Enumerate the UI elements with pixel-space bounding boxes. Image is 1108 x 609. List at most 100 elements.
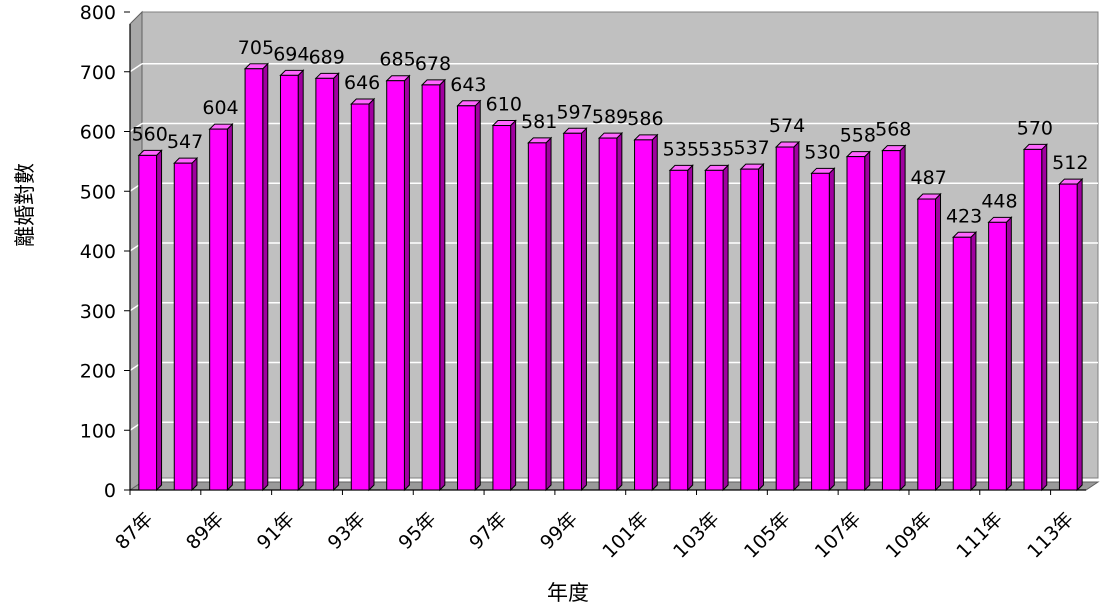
data-label: 570 — [1017, 117, 1053, 139]
data-label: 705 — [238, 37, 274, 59]
bar — [845, 150, 871, 492]
bar-front-face — [244, 68, 264, 491]
bar — [597, 131, 624, 492]
bar-side-face — [899, 144, 906, 492]
bar — [704, 164, 730, 492]
x-tick-label: 95年 — [394, 508, 440, 554]
bar-side-face — [793, 140, 800, 492]
bar-front-face — [775, 146, 795, 491]
data-label: 512 — [1052, 152, 1088, 174]
x-tick-label: 99年 — [536, 508, 582, 554]
bar-front-face — [740, 168, 759, 491]
bar — [527, 136, 553, 492]
bar-side-face — [1041, 143, 1048, 492]
bar-front-face — [492, 125, 512, 491]
data-label: 646 — [344, 72, 380, 94]
bar-front-face — [952, 236, 972, 491]
bar-side-face — [510, 119, 517, 492]
x-tick-label: 103年 — [669, 508, 724, 563]
bar — [774, 140, 801, 492]
bar-front-face — [527, 142, 547, 491]
bar-front-face — [634, 139, 653, 491]
data-label: 581 — [521, 111, 557, 133]
bar-front-face — [988, 221, 1007, 491]
bar — [314, 72, 340, 492]
x-tick-labels: 87年 89年 91年 93年 95年 97年 99年 101年 103年 105年 107年 109… — [111, 508, 1078, 563]
bar-side-face — [970, 231, 977, 492]
bar-front-face — [669, 169, 689, 491]
x-tick-label: 91年 — [253, 508, 299, 554]
x-tick-label: 111年 — [952, 508, 1007, 563]
x-tick-label: 113年 — [1023, 508, 1078, 563]
bar-front-face — [1058, 183, 1078, 491]
bar-side-face — [580, 127, 587, 492]
bar-side-face — [262, 62, 269, 492]
bar-side-face — [156, 149, 163, 492]
bar-front-face — [598, 137, 618, 491]
y-axis-title: 離婚對數 — [13, 163, 37, 247]
bar-side-face — [1076, 177, 1083, 492]
data-label: 535 — [663, 138, 699, 160]
bar-side-face — [651, 133, 658, 492]
bar-front-face — [138, 154, 158, 491]
bar-side-face — [1005, 216, 1012, 492]
bar-front-face — [386, 80, 405, 491]
bar-side-face — [757, 162, 764, 492]
x-tick-label: 101年 — [598, 508, 653, 563]
x-tick-label: 89年 — [182, 508, 228, 554]
bar-series — [137, 62, 1084, 492]
bar-front-face — [315, 77, 335, 491]
bar — [173, 156, 199, 492]
bar — [420, 78, 447, 492]
data-label: 574 — [769, 115, 805, 137]
x-tick-label: 105年 — [740, 508, 795, 563]
bar-front-face — [811, 172, 830, 491]
bar-side-face — [403, 74, 410, 492]
bar — [633, 133, 659, 492]
bar-side-face — [864, 150, 871, 492]
bar-front-face — [917, 198, 937, 491]
y-tick-label: 100 — [80, 420, 116, 442]
data-label: 535 — [698, 138, 734, 160]
data-label: 689 — [309, 46, 345, 68]
bar — [810, 167, 836, 492]
y-tick-label: 800 — [80, 2, 116, 24]
y-tick-label: 400 — [80, 241, 116, 263]
gridline-side — [129, 3, 143, 13]
data-label: 643 — [450, 74, 486, 96]
data-label: 530 — [804, 141, 840, 163]
bar-side-face — [474, 99, 481, 492]
bar-side-face — [297, 69, 304, 492]
bar — [243, 62, 269, 492]
gridline-side — [129, 63, 143, 73]
bar-front-face — [563, 132, 582, 491]
bar-front-face — [846, 156, 866, 491]
bar — [668, 164, 694, 492]
bar-side-face — [687, 164, 694, 492]
data-label: 560 — [132, 123, 168, 145]
bar-side-face — [191, 156, 198, 492]
x-tick-label: 97年 — [465, 508, 511, 554]
bar-front-face — [350, 103, 370, 491]
y-tick-label: 200 — [80, 361, 116, 383]
bar — [739, 162, 765, 492]
x-tick-label: 87年 — [111, 508, 157, 554]
bar — [562, 127, 588, 492]
bar — [1058, 177, 1084, 492]
x-tick-label: 109年 — [882, 508, 937, 563]
data-label: 448 — [981, 190, 1017, 212]
bar-front-face — [704, 169, 724, 491]
bar-side-face — [439, 78, 446, 492]
data-label: 558 — [840, 125, 876, 147]
bar — [208, 122, 234, 492]
bar — [1022, 143, 1048, 492]
bar — [456, 99, 482, 492]
y-tick-label: 300 — [80, 301, 116, 323]
bar — [491, 119, 517, 492]
bar-side-face — [722, 164, 729, 492]
bar — [987, 216, 1013, 492]
bar-side-face — [226, 122, 233, 492]
data-label: 597 — [556, 101, 592, 123]
data-label: 537 — [733, 137, 769, 159]
